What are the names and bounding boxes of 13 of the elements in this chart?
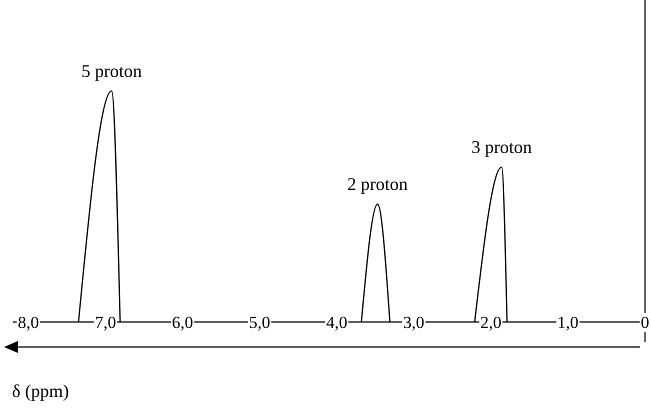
x-axis-title: δ (ppm)	[12, 381, 69, 401]
x-tick-label: 4,0	[326, 313, 348, 332]
x-tick-label: 5,0	[249, 313, 270, 332]
annotation: 2 proton	[347, 174, 408, 194]
annotation: 3 proton	[471, 137, 532, 158]
x-tick-label: 7,0	[94, 313, 116, 332]
x-tick-label: 1,0	[557, 313, 579, 332]
x-tick-label: 0	[640, 313, 650, 332]
x-tick-label: 6,0	[172, 313, 194, 332]
annotation: 5 proton	[81, 61, 142, 81]
x-tick-label: 8,0	[18, 313, 40, 332]
x-tick-label: 3,0	[403, 313, 424, 332]
x-tick-label: 2,0	[480, 313, 502, 332]
